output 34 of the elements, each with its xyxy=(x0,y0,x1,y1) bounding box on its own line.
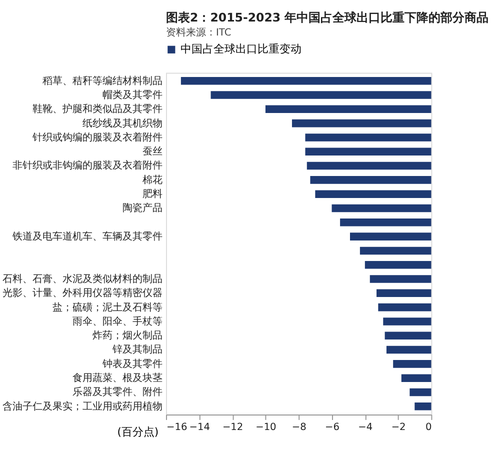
y-tick-label: 炸药；烟火制品 xyxy=(92,330,163,342)
y-tick-label: 鞋靴、护腿和类似品及其零件 xyxy=(32,103,163,116)
y-tick-label: 石料、石膏、水泥及类似材料的制品 xyxy=(2,272,163,285)
x-tick-label: −10 xyxy=(256,422,276,433)
y-tick-label: 肥料 xyxy=(142,188,163,200)
y-tick-label: 雨伞、阳伞、手杖等 xyxy=(72,315,163,328)
legend-label: 中国占全球出口比重变动 xyxy=(180,42,302,56)
text: 资料来源：ITC xyxy=(166,26,232,38)
y-tick-label: 陶瓷产品 xyxy=(122,202,163,214)
x-tick-label: −6 xyxy=(325,422,340,433)
y-tick-label: 光影、计量、外科用仪器等精密仪器 xyxy=(2,287,163,300)
y-tick-label: 食用蔬菜、根及块茎 xyxy=(72,372,163,384)
y-tick-label: 稻草、秸秆等编结材料制品 xyxy=(42,74,163,87)
x-tick-label: −2 xyxy=(391,422,406,433)
x-tick-label: −14 xyxy=(189,422,210,433)
y-tick-label: 铁道及电车道机车、车辆及其零件 xyxy=(12,230,163,242)
chart-title: 图表2：2015-2023 年中国占全球出口比重下降的部分商品 xyxy=(166,10,489,25)
y-tick-label: 钟表及其零件 xyxy=(102,358,163,370)
x-tick-label: −16 xyxy=(166,422,188,433)
x-tick-label: 0 xyxy=(425,422,432,433)
x-tick-label: −4 xyxy=(358,422,373,433)
y-tick-label: 乐器及其零件、附件 xyxy=(72,386,163,398)
y-tick-label: 含油子仁及果实；工业用或药用植物 xyxy=(2,400,163,412)
y-tick-label: 针织或钩编的服装及衣着附件 xyxy=(32,131,163,144)
y-tick-label: 棉花 xyxy=(142,174,163,186)
y-tick-label: 蚕丝 xyxy=(142,146,163,158)
x-tick-label: −8 xyxy=(292,422,306,433)
x-axis-title: (百分点) xyxy=(117,426,159,439)
y-tick-label: 纸纱线及其机织物 xyxy=(82,117,163,130)
y-tick-label: 非针织或非钩编的服装及衣着附件 xyxy=(12,160,163,172)
y-tick-label: 帽类及其零件 xyxy=(102,88,163,101)
x-tick-label: −12 xyxy=(222,422,244,433)
y-tick-label: 盐；硫磺；泥土及石料等 xyxy=(52,301,163,314)
y-tick-label: 锌及其制品 xyxy=(112,344,163,356)
